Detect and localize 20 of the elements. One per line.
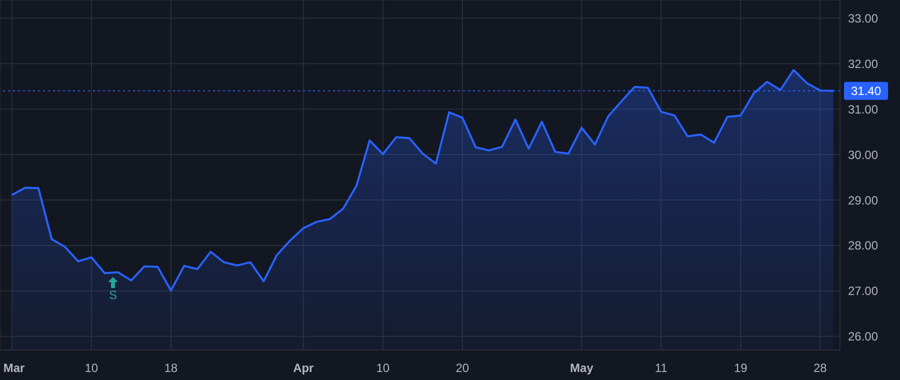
y-tick-label: 32.00 — [848, 56, 878, 71]
x-tick-label: 10 — [84, 361, 98, 375]
y-tick-label: 27.00 — [848, 284, 878, 298]
x-tick-label: 18 — [164, 361, 178, 375]
x-tick-label: 10 — [376, 361, 390, 375]
annotation: S — [108, 288, 117, 302]
x-tick-label: Mar — [3, 361, 25, 375]
ref-line-label: 31.40 — [850, 84, 882, 98]
x-tick-label: 28 — [813, 361, 828, 375]
x-tick-label: 11 — [654, 361, 668, 375]
y-tick-label: 31.00 — [848, 102, 878, 116]
y-tick-label: 29.00 — [848, 193, 878, 208]
x-tick-label: Apr — [293, 361, 314, 375]
y-tick-label: 28.00 — [848, 238, 878, 253]
x-tick-label: May — [570, 361, 594, 375]
y-tick-label: 30.00 — [848, 148, 878, 162]
x-tick-label: 20 — [456, 361, 470, 375]
y-tick-label: 33.00 — [848, 11, 878, 26]
y-tick-label: 26.00 — [848, 330, 878, 344]
x-tick-label: 19 — [734, 361, 748, 375]
